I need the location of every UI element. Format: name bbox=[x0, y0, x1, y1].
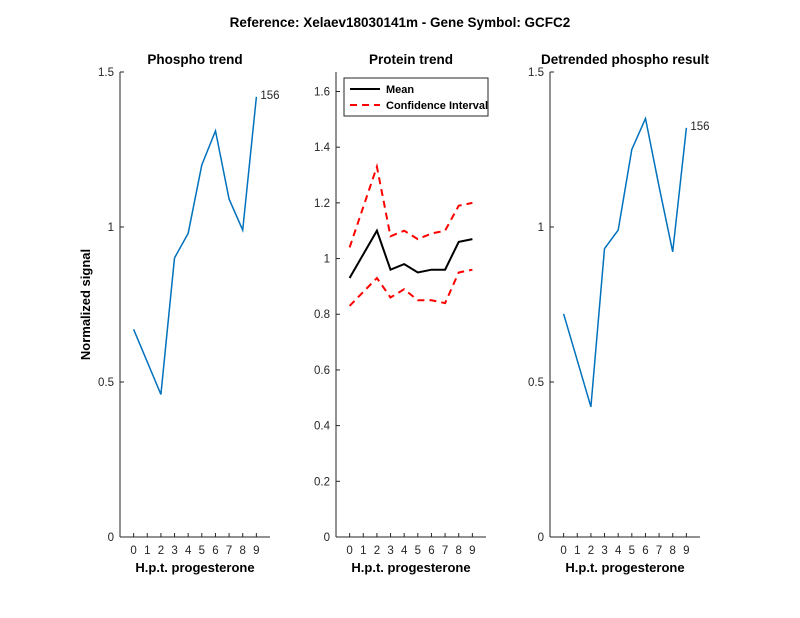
point-annotation: 156 bbox=[260, 90, 279, 102]
panel-title: Phospho trend bbox=[147, 52, 242, 67]
x-tick-label: 5 bbox=[199, 545, 205, 557]
x-tick-label: 9 bbox=[683, 545, 689, 557]
panel-title: Detrended phospho result bbox=[541, 52, 710, 67]
x-tick-label: 6 bbox=[428, 545, 434, 557]
legend-label: Confidence Interval bbox=[386, 100, 488, 112]
x-tick-label: 5 bbox=[415, 545, 421, 557]
panel-title: Protein trend bbox=[369, 52, 453, 67]
y-tick-label: 0.4 bbox=[314, 421, 331, 433]
series-line-2 bbox=[348, 162, 473, 248]
y-tick-label: 1.6 bbox=[314, 86, 330, 98]
x-tick-label: 7 bbox=[656, 545, 662, 557]
y-tick-label: 1.5 bbox=[98, 67, 114, 79]
y-tick-label: 0.5 bbox=[528, 377, 544, 389]
x-tick-label: 8 bbox=[670, 545, 676, 557]
x-tick-label: 1 bbox=[574, 545, 580, 557]
x-tick-label: 8 bbox=[240, 545, 246, 557]
y-tick-label: 0.8 bbox=[314, 309, 330, 321]
x-tick-label: 9 bbox=[469, 545, 475, 557]
series-line-1 bbox=[562, 116, 688, 408]
x-tick-label: 7 bbox=[226, 545, 232, 557]
y-tick-label: 0 bbox=[538, 532, 544, 544]
figure-suptitle: Reference: Xelaev18030141m - Gene Symbol… bbox=[230, 15, 571, 30]
x-tick-label: 1 bbox=[144, 545, 150, 557]
x-tick-label: 2 bbox=[588, 545, 594, 557]
series-line-3 bbox=[348, 268, 473, 307]
x-axis-label: H.p.t. progesterone bbox=[135, 560, 254, 575]
x-tick-label: 6 bbox=[642, 545, 648, 557]
y-axis-label: Normalized signal bbox=[78, 249, 93, 360]
x-tick-label: 5 bbox=[629, 545, 635, 557]
x-tick-label: 1 bbox=[360, 545, 366, 557]
x-tick-label: 2 bbox=[158, 545, 164, 557]
y-tick-label: 1 bbox=[324, 254, 330, 266]
x-tick-label: 8 bbox=[456, 545, 462, 557]
y-tick-label: 1.2 bbox=[314, 198, 330, 210]
y-tick-label: 1 bbox=[538, 222, 544, 234]
y-tick-label: 1.4 bbox=[314, 142, 331, 154]
x-tick-label: 4 bbox=[615, 545, 622, 557]
x-axis-label: H.p.t. progesterone bbox=[565, 560, 684, 575]
legend-label: Mean bbox=[386, 84, 414, 96]
x-tick-label: 3 bbox=[387, 545, 393, 557]
x-tick-label: 6 bbox=[212, 545, 218, 557]
series-line-1 bbox=[132, 96, 258, 395]
x-axis-label: H.p.t. progesterone bbox=[351, 560, 470, 575]
y-tick-label: 0.2 bbox=[314, 476, 330, 488]
y-tick-label: 1.5 bbox=[528, 67, 544, 79]
x-tick-label: 0 bbox=[346, 545, 352, 557]
x-tick-label: 3 bbox=[171, 545, 177, 557]
y-tick-label: 0.5 bbox=[98, 377, 114, 389]
y-tick-label: 0.6 bbox=[314, 365, 330, 377]
legend-box bbox=[343, 77, 489, 117]
x-tick-label: 4 bbox=[401, 545, 408, 557]
x-tick-label: 9 bbox=[253, 545, 259, 557]
point-annotation: 156 bbox=[690, 121, 709, 133]
x-tick-label: 0 bbox=[560, 545, 566, 557]
x-tick-label: 3 bbox=[601, 545, 607, 557]
x-tick-label: 2 bbox=[374, 545, 380, 557]
y-tick-label: 0 bbox=[108, 532, 114, 544]
y-tick-label: 0 bbox=[324, 532, 330, 544]
x-tick-label: 7 bbox=[442, 545, 448, 557]
y-tick-label: 1 bbox=[108, 222, 114, 234]
x-tick-label: 0 bbox=[130, 545, 136, 557]
x-tick-label: 4 bbox=[185, 545, 192, 557]
series-line-1 bbox=[348, 228, 473, 279]
chart-panel-2: 00.20.40.60.811.21.41.60 1 2 3 4 5 6 7 8 9Protein… bbox=[314, 52, 489, 575]
